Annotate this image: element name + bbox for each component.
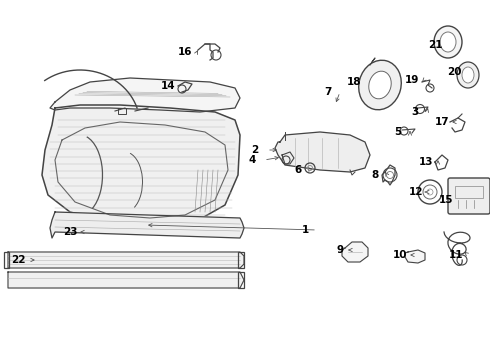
- FancyBboxPatch shape: [448, 178, 490, 214]
- Polygon shape: [275, 132, 370, 172]
- Bar: [238, 252, 244, 268]
- Ellipse shape: [359, 60, 401, 110]
- Ellipse shape: [457, 62, 479, 88]
- Text: 9: 9: [337, 245, 343, 255]
- Ellipse shape: [434, 26, 462, 58]
- Text: 5: 5: [394, 127, 402, 137]
- Text: 10: 10: [393, 250, 407, 260]
- Text: 3: 3: [412, 107, 418, 117]
- Text: 13: 13: [419, 157, 433, 167]
- Text: 15: 15: [439, 195, 453, 205]
- Text: 6: 6: [294, 165, 302, 175]
- Polygon shape: [50, 78, 240, 112]
- Text: 22: 22: [11, 255, 25, 265]
- Text: 19: 19: [405, 75, 419, 85]
- Polygon shape: [42, 105, 240, 225]
- Text: 21: 21: [428, 40, 442, 50]
- Text: 14: 14: [161, 81, 175, 91]
- Polygon shape: [50, 212, 244, 238]
- Polygon shape: [405, 250, 425, 263]
- Bar: [455, 186, 483, 198]
- Text: 8: 8: [371, 170, 379, 180]
- Text: 4: 4: [248, 155, 256, 165]
- Text: 16: 16: [178, 47, 192, 57]
- Text: 7: 7: [324, 87, 332, 97]
- Text: 20: 20: [447, 67, 461, 77]
- Ellipse shape: [440, 32, 456, 52]
- Text: 23: 23: [63, 227, 77, 237]
- Text: 12: 12: [409, 187, 423, 197]
- Polygon shape: [8, 272, 244, 288]
- Text: 1: 1: [301, 225, 309, 235]
- Text: 17: 17: [435, 117, 449, 127]
- Bar: [238, 272, 244, 288]
- Bar: [118, 108, 126, 114]
- Text: 18: 18: [347, 77, 361, 87]
- Polygon shape: [8, 252, 244, 268]
- Polygon shape: [342, 242, 368, 262]
- Text: 11: 11: [449, 250, 463, 260]
- Ellipse shape: [462, 67, 474, 83]
- Text: 2: 2: [251, 145, 259, 155]
- Bar: [4, 252, 9, 268]
- Ellipse shape: [369, 71, 391, 99]
